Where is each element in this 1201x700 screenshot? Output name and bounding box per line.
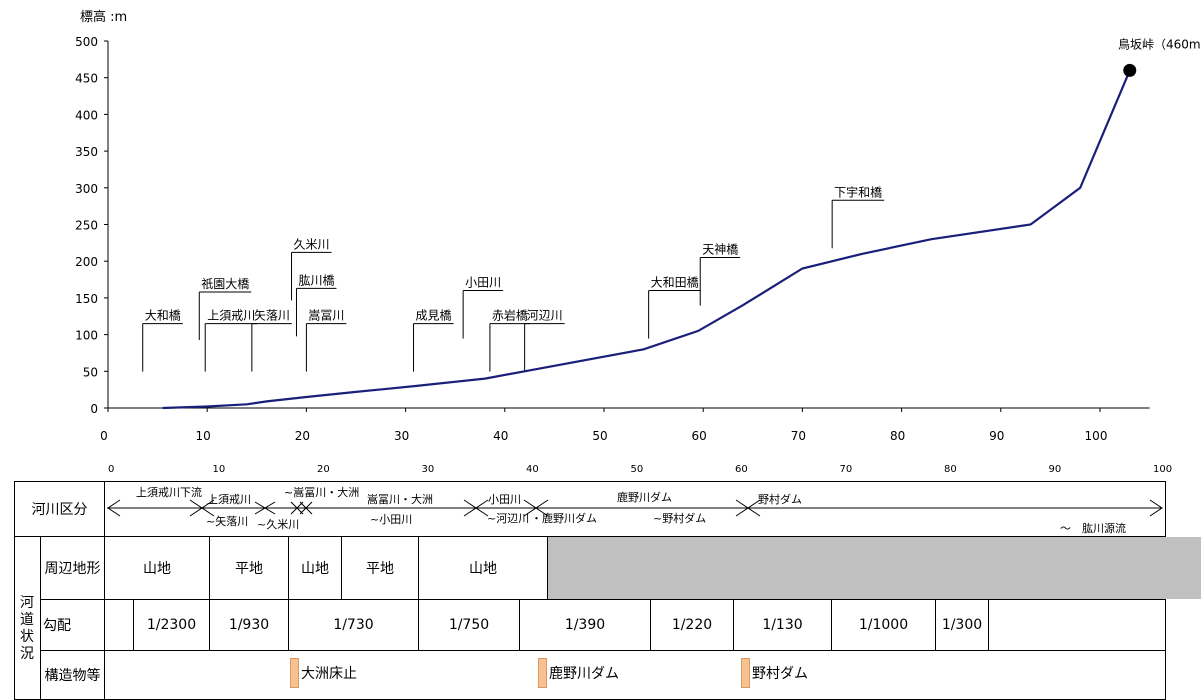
scale-tick-label: 90 [1048,464,1062,475]
river-section-label: 上須戒川 [207,493,251,506]
y-tick-label: 250 [75,219,98,233]
x-tick-label: 10 [196,429,211,443]
y-tick-label: 150 [75,292,98,306]
x-tick-label: 60 [692,429,707,443]
landmark-label: 下宇和橋 [834,185,882,199]
landmark-label: 矢落川 [254,309,290,323]
river-section-header: 河川区分 [31,502,88,518]
structure-item: 鹿野川ダム [538,658,619,688]
river-section-label: ~久米川 [257,518,300,531]
river-section-label: ~野村ダム [653,512,707,525]
gradient-cell: 1/930 [228,617,270,633]
scale-tick-label: 30 [421,464,435,475]
channel-condition-label: 河道状況 [20,595,34,662]
scale-tick-label: 10 [212,464,226,475]
landmark-label: 肱川橋 [298,272,334,287]
x-tick-label: 50 [592,429,607,443]
gradient-cell: 1/730 [333,617,374,633]
x-tick-label: 70 [791,429,806,443]
gradient-cell: 1/1000 [858,617,909,633]
scale-tick-label: 100 [1153,464,1173,475]
landmark-label: 祇園大橋 [201,277,249,291]
landmark-label: 大和橋 [145,309,181,323]
terrain-header: 周辺地形 [44,561,101,577]
terrain-cell: 平地 [235,561,263,577]
terrain-cell: 山地 [301,561,329,577]
river-section-label: ～ 肱川源流 [1060,522,1126,535]
landmark-label: 久米川 [294,237,330,251]
y-tick-label: 200 [75,255,98,269]
chart-ticks: 0 50 100 150 200 250 300 350 400 450 500 0 10 20 30 40 5… [75,35,1107,443]
landmark-label: 上須戒川 [207,309,255,323]
river-section-label: ~小田川 [370,513,413,526]
x-tick-label: 100 [1085,429,1108,443]
y-tick-label: 0 [90,402,98,416]
scale-tick-label: 80 [944,464,957,475]
river-section-label: ~嵩冨川・大洲 [284,486,360,499]
x-tick-label: 90 [989,429,1004,443]
y-tick-label: 400 [75,108,98,122]
terrain-cell: 平地 [366,561,394,577]
river-section-label: 小田川 [488,493,521,506]
gradient-cell: 1/300 [941,617,983,633]
x-tick-label: 20 [295,429,310,443]
y-axis-label: 標高 :m [80,9,127,25]
river-section-label: 鹿野川ダム [617,491,672,504]
structure-marker [538,658,547,688]
scale-tick-label: 60 [735,464,748,475]
river-section-label: ~河辺川 [487,512,530,525]
structure-label: 大洲床止 [301,666,357,682]
structure-item: 野村ダム [741,658,808,688]
summit-marker [1123,63,1137,77]
terrain-cell: 山地 [469,561,497,577]
landmark-label: 赤岩橋 [492,308,528,323]
terrain-cell: 山地 [143,561,171,577]
x-tick-label: 30 [394,429,409,443]
gradient-header: 勾配 [43,618,71,634]
river-section-label: 野村ダム [758,493,802,506]
channel-condition-header: 河道状況 [20,595,34,663]
gradient-cell: 1/750 [448,617,490,633]
y-tick-label: 100 [75,329,98,343]
river-section-label: 嵩冨川・大洲 [367,493,433,506]
scale-tick-label: 70 [839,464,853,475]
structure-marker [290,658,299,688]
y-tick-label: 300 [75,182,98,196]
landmark-label: 小田川 [465,276,501,290]
scale-tick-label: 40 [526,464,539,475]
x-tick-label: 80 [890,429,905,443]
gradient-cell: 1/220 [671,617,713,633]
y-tick-label: 350 [75,145,98,159]
structure-item: 大洲床止 [290,658,357,688]
river-section-label: 上須戒川下流 [136,486,202,499]
scale-tick-label: 50 [630,464,644,475]
scale-tick-label: 20 [317,464,330,475]
y-tick-label: 50 [83,365,98,379]
structures-header: 構造物等 [44,668,101,684]
gradient-cell: 1/390 [564,617,606,633]
structure-marker [741,658,750,688]
landmark-label: 天神橋 [702,243,738,257]
landmark-label: 大和田橋 [651,276,699,290]
structure-label: 鹿野川ダム [549,666,619,682]
landmark-label: 河辺川 [527,309,563,323]
river-section-label: ・鹿野川ダム [531,512,597,525]
landmark-label: 嵩冨川 [308,309,344,323]
y-tick-label: 450 [75,72,98,86]
y-tick-label: 500 [75,35,98,49]
x-tick-label: 0 [100,429,108,443]
river-section-label: ~矢落川 [206,515,249,528]
elevation-line [162,69,1131,410]
gradient-cell: 1/130 [762,617,803,633]
gradient-cell: 1/2300 [146,617,197,633]
elevation-profile-chart: 0 50 100 150 200 250 300 350 400 450 500 0 10 20 30 40 5… [75,9,1201,443]
structure-label: 野村ダム [752,666,808,682]
summit-label: 鳥坂峠（460m） [1118,36,1201,51]
landmark-label: 成見橋 [416,309,452,323]
scale-tick-label: 0 [108,464,115,475]
x-tick-label: 40 [493,429,508,443]
